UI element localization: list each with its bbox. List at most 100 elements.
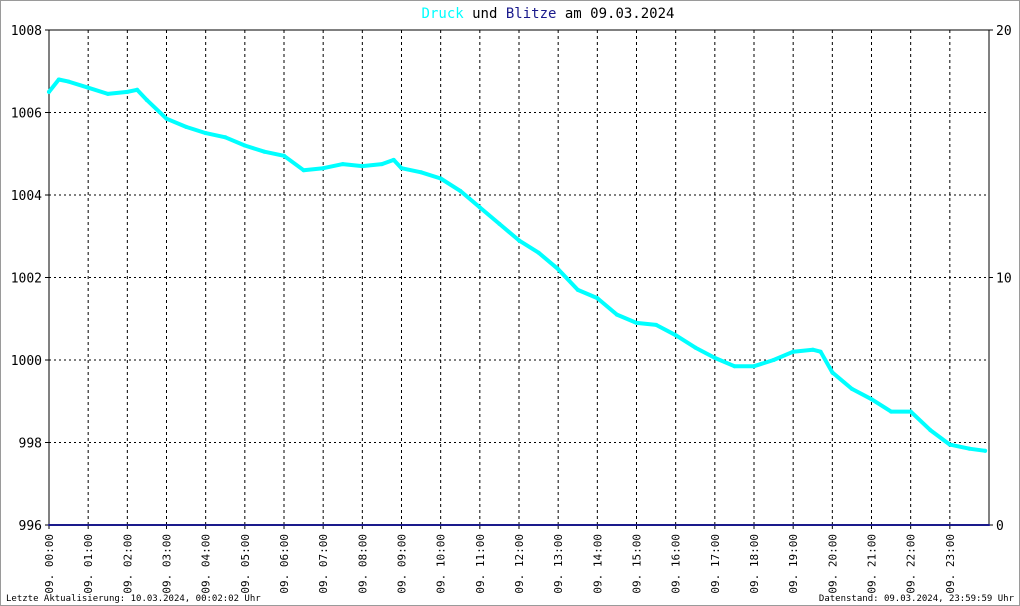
druck-point xyxy=(536,250,541,255)
druck-point xyxy=(517,238,521,243)
footer-data-status: Datenstand: 09.03.2024, 23:59:59 Uhr xyxy=(819,594,1015,604)
x-tick-label: 09. 02:00 xyxy=(121,534,134,594)
y-tick-label: 1004 xyxy=(11,189,42,204)
x-tick-label: 09. 18:00 xyxy=(748,534,761,594)
x-tick-label: 09. 17:00 xyxy=(709,534,722,594)
y-tick-label: 1000 xyxy=(11,354,42,369)
x-tick-label: 09. 22:00 xyxy=(905,534,918,594)
druck-point xyxy=(556,267,561,272)
druck-point xyxy=(262,149,267,154)
x-tick-label: 09. 07:00 xyxy=(317,534,330,594)
druck-point xyxy=(869,397,874,402)
footer-last-update: Letzte Aktualisierung: 10.03.2024, 00:02… xyxy=(6,594,261,604)
y-axis-left-labels: 1008 1006 1004 1002 1000 998 996 xyxy=(11,24,49,534)
x-tick-label: 09. 05:00 xyxy=(239,534,252,594)
druck-point xyxy=(86,85,91,90)
druck-point xyxy=(732,364,737,369)
series-group xyxy=(47,77,990,526)
x-tick-label: 09. 20:00 xyxy=(826,534,839,594)
druck-point xyxy=(282,153,286,158)
x-axis-labels: 09. 00:00 09. 01:00 09. 02:00 09. 03:00 09. … xyxy=(43,525,957,594)
x-tick-label: 09. 13:00 xyxy=(552,534,565,594)
druck-point xyxy=(967,446,972,451)
chart-title: Druck und Blitze am 09.03.2024 xyxy=(422,6,675,22)
druck-point xyxy=(477,205,482,210)
druck-point xyxy=(947,442,952,447)
x-tick-label: 09. 03:00 xyxy=(161,534,174,594)
druck-point xyxy=(634,320,639,325)
druck-point xyxy=(458,188,463,193)
y-axis-right-labels: 20 10 0 xyxy=(989,24,1012,534)
druck-point xyxy=(752,364,756,369)
series-druck-line xyxy=(47,77,988,453)
title-druck: Druck xyxy=(422,6,465,22)
x-tick-label: 09. 19:00 xyxy=(787,534,800,594)
y-tick-label: 1008 xyxy=(11,24,42,39)
druck-point xyxy=(301,168,306,173)
druck-point xyxy=(56,77,61,82)
grid-lines xyxy=(49,30,989,525)
blitze-point xyxy=(48,524,50,526)
druck-point xyxy=(818,349,823,354)
x-tick-label: 09. 16:00 xyxy=(670,534,683,594)
druck-point xyxy=(66,79,71,84)
druck-point xyxy=(203,131,208,136)
druck-point xyxy=(595,296,600,301)
x-tick-label: 09. 01:00 xyxy=(82,534,95,594)
x-tick-label: 09. 06:00 xyxy=(278,534,291,594)
druck-point xyxy=(223,135,228,140)
y2-tick-label: 10 xyxy=(996,272,1012,287)
y2-tick-label: 20 xyxy=(996,24,1012,39)
druck-point xyxy=(321,166,326,171)
druck-point xyxy=(654,322,659,327)
druck-point xyxy=(983,448,988,453)
druck-point xyxy=(889,409,894,414)
druck-point xyxy=(693,345,698,350)
druck-point xyxy=(391,157,396,162)
druck-point xyxy=(771,358,776,362)
x-tick-label: 09. 08:00 xyxy=(356,534,369,594)
druck-point xyxy=(360,164,365,169)
x-tick-label: 09. 12:00 xyxy=(513,534,526,594)
druck-point xyxy=(908,409,913,414)
druck-point xyxy=(164,116,169,121)
druck-point xyxy=(379,162,384,167)
druck-point xyxy=(419,170,424,175)
druck-point xyxy=(575,287,580,292)
y-tick-label: 998 xyxy=(19,437,42,452)
y-tick-label: 996 xyxy=(19,519,42,534)
druck-point xyxy=(399,166,404,171)
druck-point xyxy=(125,89,130,94)
title-blitze: Blitze xyxy=(506,6,557,22)
druck-point xyxy=(497,221,502,226)
druck-point xyxy=(673,333,678,338)
x-tick-label: 09. 23:00 xyxy=(944,534,957,594)
druck-point xyxy=(135,87,140,92)
druck-point xyxy=(242,143,247,148)
x-tick-label: 09. 09:00 xyxy=(396,534,409,594)
blitze-point xyxy=(988,524,990,526)
x-tick-label: 09. 15:00 xyxy=(631,534,644,594)
druck-point xyxy=(340,162,345,167)
druck-point xyxy=(712,355,717,360)
title-date: am 09.03.2024 xyxy=(556,6,674,22)
druck-point xyxy=(614,312,619,317)
druck-point xyxy=(438,176,443,181)
druck-point xyxy=(184,124,189,129)
druck-point xyxy=(105,91,110,96)
title-und: und xyxy=(464,6,506,22)
x-tick-label: 09. 00:00 xyxy=(43,534,56,594)
druck-point xyxy=(47,89,51,94)
druck-point xyxy=(144,98,149,103)
y2-tick-label: 0 xyxy=(996,519,1004,534)
x-tick-label: 09. 21:00 xyxy=(866,534,879,594)
x-tick-label: 09. 14:00 xyxy=(591,534,604,594)
x-tick-label: 09. 04:00 xyxy=(200,534,213,594)
x-tick-label: 09. 10:00 xyxy=(435,534,448,594)
druck-point xyxy=(928,428,933,433)
druck-point xyxy=(810,347,815,352)
druck-point xyxy=(791,349,796,354)
druck-point xyxy=(830,370,835,375)
